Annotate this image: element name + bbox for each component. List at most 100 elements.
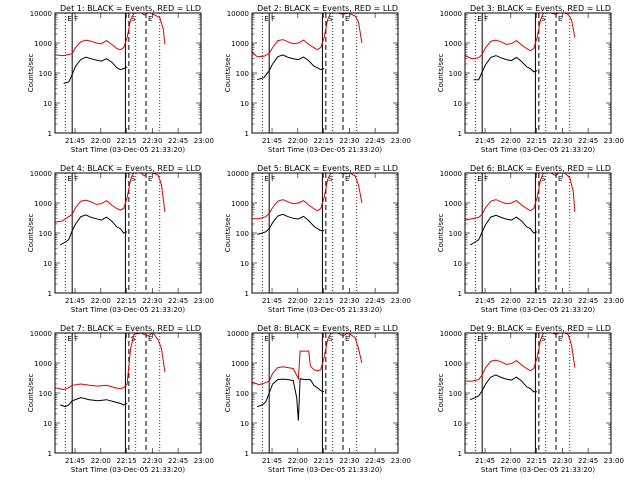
detector-panel-2: Det 2: BLACK = Events, RED = LLD 1 10 100 10…: [224, 4, 411, 154]
events-series-line: [257, 54, 325, 81]
marker-letter: F: [484, 175, 488, 183]
marker-letter: E: [264, 335, 268, 343]
x-axis-label: Start Time (03-Dec-05 21:33:20): [481, 146, 595, 154]
marker-letter: F: [74, 335, 78, 343]
time-markers: [64, 173, 161, 293]
x-tick-label: 21:45: [65, 297, 85, 305]
x-tick-label: 23:00: [194, 297, 214, 305]
plot-frame: [251, 12, 399, 134]
marker-letter: F: [271, 15, 275, 23]
x-axis-label: Start Time (03-Dec-05 21:33:20): [71, 306, 185, 314]
x-tick-label: 22:30: [142, 297, 162, 305]
y-tick-label: 10000: [227, 330, 249, 338]
x-tick-label: 22:15: [313, 137, 333, 145]
x-tick-label: 22:15: [313, 297, 333, 305]
time-markers: [64, 13, 161, 133]
x-tick-label: 22:45: [168, 137, 188, 145]
detector-panel-3: Det 3: BLACK = Events, RED = LLD 1 10 100 10…: [437, 4, 624, 154]
y-tick-label: 1000: [231, 40, 249, 48]
x-tick-label: 22:45: [578, 457, 598, 465]
x-axis-label: Start Time (03-Dec-05 21:33:20): [268, 306, 382, 314]
x-tick-label: 23:00: [604, 137, 624, 145]
marker-letter: E: [67, 175, 71, 183]
marker-letter: F: [74, 175, 78, 183]
plot-frame: [251, 172, 399, 294]
x-tick-label: 22:30: [552, 457, 572, 465]
y-axis-label: Counts/sec: [224, 54, 232, 93]
x-tick-label: 22:15: [116, 297, 136, 305]
marker-letter: E: [558, 335, 562, 343]
lld-series-line: [55, 173, 166, 223]
detector-panel-6: Det 6: BLACK = Events, RED = LLD 1 10 100 10…: [437, 164, 624, 314]
y-axis-label: Counts/sec: [437, 374, 445, 413]
y-tick-label: 1000: [34, 40, 52, 48]
events-series-line: [257, 378, 325, 421]
marker-letter: F: [484, 335, 488, 343]
series-group: [252, 333, 363, 421]
x-tick-label: 22:00: [288, 137, 308, 145]
marker-letter: E: [148, 335, 152, 343]
events-series-line: [470, 374, 538, 401]
panel-title: Det 6: BLACK = Events, RED = LLD: [470, 164, 611, 173]
x-tick-label: 23:00: [194, 137, 214, 145]
y-tick-label: 1: [48, 130, 52, 138]
series-group: [465, 13, 576, 81]
series-group: [465, 333, 576, 401]
x-tick-label: 22:30: [339, 297, 359, 305]
x-tick-label: 22:00: [288, 297, 308, 305]
lld-series-line: [465, 173, 576, 221]
lld-series-line: [252, 333, 363, 386]
x-tick-label: 22:00: [501, 457, 521, 465]
y-tick-label: 10: [43, 420, 52, 428]
x-tick-label: 23:00: [391, 457, 411, 465]
panel-title: Det 1: BLACK = Events, RED = LLD: [60, 4, 201, 13]
marker-letter: F: [271, 335, 275, 343]
y-tick-label: 10: [453, 420, 462, 428]
panel-title: Det 7: BLACK = Events, RED = LLD: [60, 324, 201, 333]
x-tick-label: 22:00: [91, 297, 111, 305]
x-tick-label: 22:45: [168, 297, 188, 305]
plot-frame: [54, 172, 202, 294]
y-axis-label: Counts/sec: [224, 374, 232, 413]
panel-title: Det 5: BLACK = Events, RED = LLD: [257, 164, 398, 173]
x-tick-label: 21:45: [475, 457, 495, 465]
y-axis-label: Counts/sec: [224, 214, 232, 253]
y-tick-label: 1000: [444, 200, 462, 208]
x-tick-label: 21:45: [262, 457, 282, 465]
lld-series-line: [55, 13, 166, 57]
detector-panel-8: Det 8: BLACK = Events, RED = LLD 1 10 100 10…: [224, 324, 411, 474]
y-tick-label: 100: [39, 390, 52, 398]
series-group: [252, 13, 363, 81]
y-tick-label: 10000: [30, 170, 52, 178]
marker-letter: E: [477, 335, 481, 343]
y-tick-label: 10: [240, 260, 249, 268]
x-axis-label: Start Time (03-Dec-05 21:33:20): [268, 466, 382, 474]
panel-title: Det 2: BLACK = Events, RED = LLD: [257, 4, 398, 13]
x-tick-label: 23:00: [194, 457, 214, 465]
y-tick-label: 1: [48, 450, 52, 458]
x-tick-label: 22:00: [288, 457, 308, 465]
marker-letter: S: [328, 335, 333, 343]
marker-letter: E: [345, 15, 349, 23]
marker-letter: F: [74, 15, 78, 23]
x-tick-label: 23:00: [391, 137, 411, 145]
y-axis-label: Counts/sec: [437, 54, 445, 93]
marker-letter: S: [131, 15, 136, 23]
y-tick-label: 1000: [34, 360, 52, 368]
x-axis-label: Start Time (03-Dec-05 21:33:20): [481, 306, 595, 314]
x-tick-label: 22:45: [168, 457, 188, 465]
y-tick-label: 1000: [444, 40, 462, 48]
events-series-line: [60, 397, 128, 408]
x-tick-label: 21:45: [65, 457, 85, 465]
lld-series-line: [465, 13, 576, 60]
lld-series-line: [252, 173, 363, 220]
detector-panel-7: Det 7: BLACK = Events, RED = LLD 1 10 100 10…: [27, 324, 214, 474]
y-tick-label: 10000: [440, 10, 462, 18]
y-tick-label: 100: [449, 70, 462, 78]
time-markers: [64, 333, 161, 453]
x-tick-label: 23:00: [391, 297, 411, 305]
y-tick-label: 10: [43, 100, 52, 108]
series-group: [252, 173, 363, 235]
y-tick-label: 1000: [34, 200, 52, 208]
